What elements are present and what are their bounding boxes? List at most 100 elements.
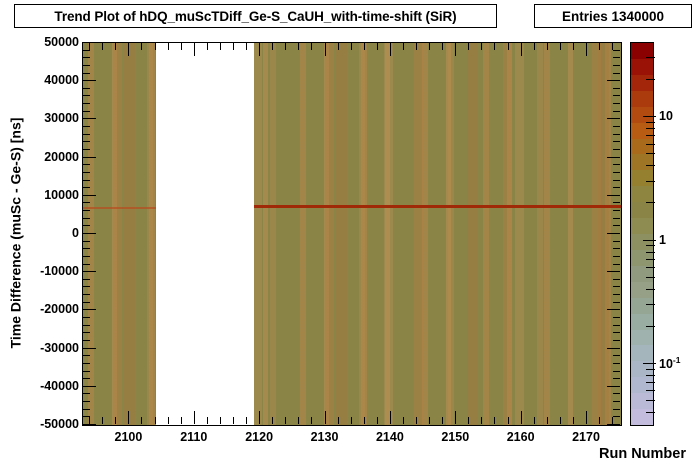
y-axis-tick-label: 20000 bbox=[44, 149, 79, 164]
x-minor-tick bbox=[168, 43, 169, 50]
colorbar-minor-tick bbox=[646, 412, 655, 413]
colorbar-minor-tick bbox=[646, 252, 655, 253]
x-minor-tick bbox=[298, 417, 299, 424]
x-minor-tick bbox=[468, 43, 469, 50]
histogram-plot-area[interactable] bbox=[82, 42, 622, 426]
x-major-tick bbox=[128, 43, 129, 56]
y-minor-tick bbox=[83, 57, 90, 58]
y-minor-tick bbox=[613, 65, 620, 66]
x-major-tick bbox=[194, 43, 195, 56]
x-minor-tick bbox=[155, 43, 156, 50]
x-major-tick bbox=[390, 411, 391, 424]
y-minor-tick bbox=[83, 256, 90, 257]
colorbar-swatch bbox=[631, 281, 653, 299]
x-minor-tick bbox=[364, 43, 365, 50]
y-major-tick bbox=[83, 118, 96, 119]
x-major-tick bbox=[586, 43, 587, 56]
colorbar-minor-tick bbox=[646, 202, 655, 203]
x-minor-tick bbox=[351, 417, 352, 424]
colorbar-swatch bbox=[631, 345, 653, 362]
y-minor-tick bbox=[613, 88, 620, 89]
colorbar-minor-tick bbox=[646, 153, 655, 154]
y-major-tick bbox=[607, 348, 620, 349]
y-axis-tick-label: 40000 bbox=[44, 73, 79, 88]
x-minor-tick bbox=[494, 417, 495, 424]
y-minor-tick bbox=[83, 210, 90, 211]
x-axis-tick-label: 2130 bbox=[310, 430, 339, 444]
y-minor-tick bbox=[83, 50, 90, 51]
colorbar-minor-tick bbox=[646, 289, 655, 290]
x-minor-tick bbox=[285, 417, 286, 424]
y-minor-tick bbox=[83, 317, 90, 318]
colorbar-tick-label: 10 bbox=[659, 109, 673, 124]
colorbar-swatch bbox=[631, 409, 653, 425]
y-minor-tick bbox=[83, 332, 90, 333]
colorbar-swatch bbox=[631, 313, 653, 331]
x-minor-tick bbox=[311, 417, 312, 424]
bin-texture bbox=[253, 43, 621, 425]
y-minor-tick bbox=[83, 279, 90, 280]
colorbar-swatch bbox=[631, 234, 653, 251]
y-minor-tick bbox=[83, 202, 90, 203]
y-minor-tick bbox=[83, 340, 90, 341]
x-minor-tick bbox=[246, 43, 247, 50]
x-minor-tick bbox=[560, 43, 561, 50]
x-minor-tick bbox=[207, 417, 208, 424]
colorbar-swatch bbox=[631, 393, 653, 410]
y-minor-tick bbox=[613, 57, 620, 58]
y-minor-tick bbox=[613, 50, 620, 51]
y-major-tick bbox=[83, 157, 96, 158]
x-axis-tick-label: 2100 bbox=[114, 430, 143, 444]
y-major-tick bbox=[607, 386, 620, 387]
colorbar-swatch bbox=[631, 202, 653, 219]
x-major-tick bbox=[521, 411, 522, 424]
colorbar-minor-tick bbox=[646, 259, 655, 260]
x-minor-tick bbox=[612, 417, 613, 424]
x-minor-tick bbox=[338, 43, 339, 50]
x-minor-tick bbox=[89, 43, 90, 50]
y-minor-tick bbox=[613, 264, 620, 265]
y-minor-tick bbox=[83, 302, 90, 303]
y-minor-tick bbox=[83, 164, 90, 165]
colorbar-swatch bbox=[631, 377, 653, 394]
y-minor-tick bbox=[613, 95, 620, 96]
colorbar-tick-label: 10-1 bbox=[659, 354, 681, 372]
y-minor-tick bbox=[83, 149, 90, 150]
y-minor-tick bbox=[83, 393, 90, 394]
x-minor-tick bbox=[115, 417, 116, 424]
y-minor-tick bbox=[83, 172, 90, 173]
x-minor-tick bbox=[560, 417, 561, 424]
x-minor-tick bbox=[141, 417, 142, 424]
y-minor-tick bbox=[613, 202, 620, 203]
y-minor-tick bbox=[613, 218, 620, 219]
y-minor-tick bbox=[83, 187, 90, 188]
x-axis-title: Run Number bbox=[599, 446, 686, 462]
y-minor-tick bbox=[613, 103, 620, 104]
x-major-tick bbox=[455, 411, 456, 424]
x-minor-tick bbox=[220, 417, 221, 424]
x-axis-tick-label: 2150 bbox=[441, 430, 470, 444]
y-minor-tick bbox=[613, 73, 620, 74]
y-minor-tick bbox=[613, 363, 620, 364]
y-minor-tick bbox=[83, 264, 90, 265]
y-major-tick bbox=[83, 348, 96, 349]
y-minor-tick bbox=[613, 187, 620, 188]
x-major-tick bbox=[128, 411, 129, 424]
x-minor-tick bbox=[534, 43, 535, 50]
y-minor-tick bbox=[83, 111, 90, 112]
colorbar-swatch bbox=[631, 329, 653, 347]
x-minor-tick bbox=[508, 417, 509, 424]
colorbar-minor-tick bbox=[646, 165, 655, 166]
colorbar-major-tick bbox=[643, 363, 656, 364]
y-major-tick bbox=[83, 80, 96, 81]
colorbar-major-tick bbox=[643, 116, 656, 117]
y-minor-tick bbox=[83, 286, 90, 287]
x-minor-tick bbox=[233, 43, 234, 50]
x-major-tick bbox=[325, 43, 326, 56]
colorbar-swatch bbox=[631, 265, 653, 283]
y-axis-tick-label: 30000 bbox=[44, 111, 79, 126]
y-minor-tick bbox=[613, 401, 620, 402]
y-minor-tick bbox=[613, 241, 620, 242]
page-title: Trend Plot of hDQ_muScTDiff_Ge-S_CaUH_wi… bbox=[54, 8, 457, 24]
